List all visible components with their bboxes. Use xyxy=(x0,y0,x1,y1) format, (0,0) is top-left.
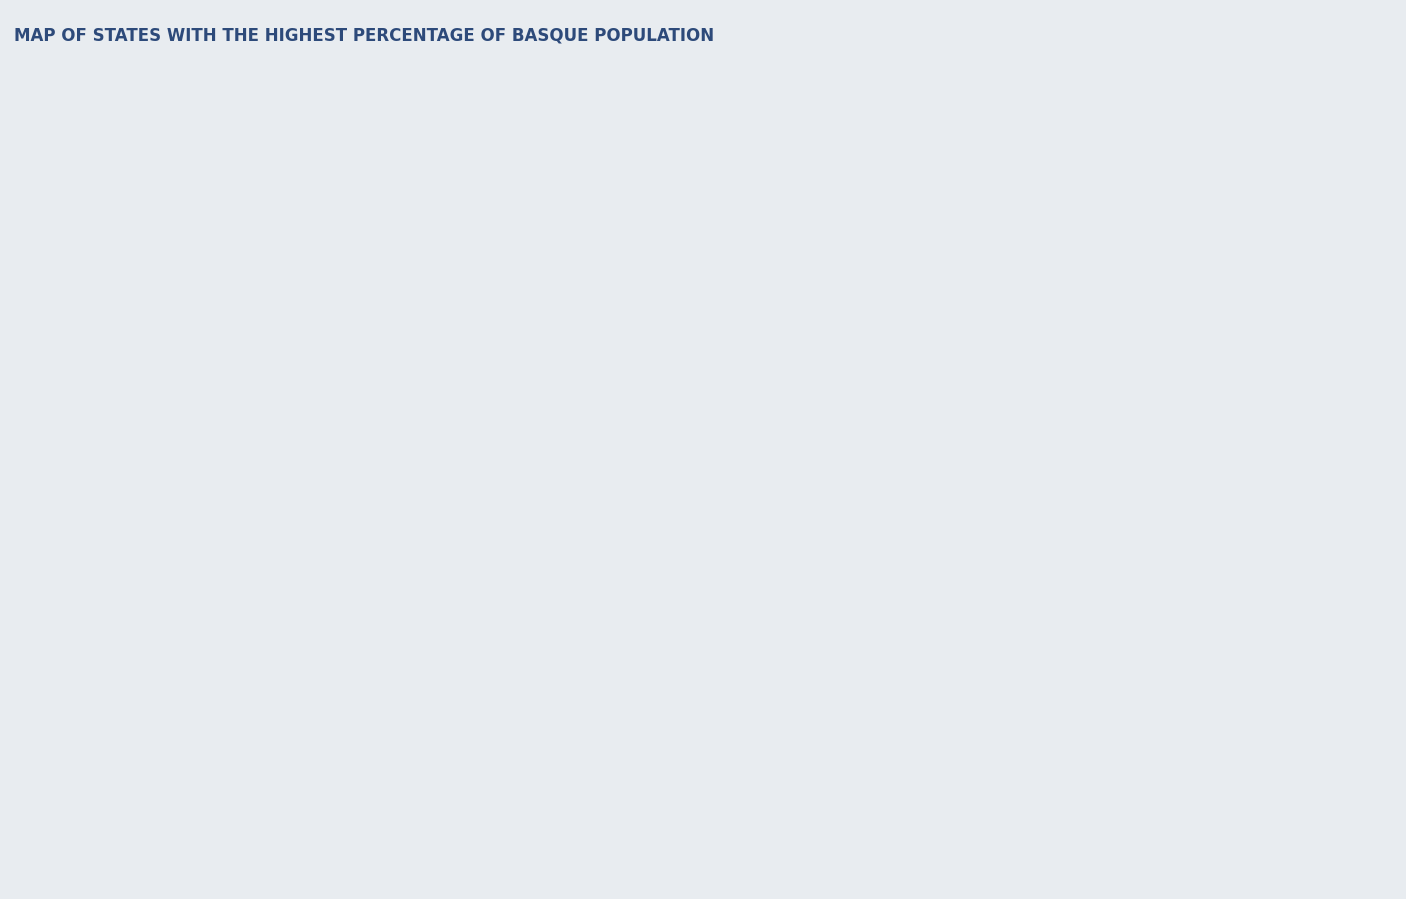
Text: MAP OF STATES WITH THE HIGHEST PERCENTAGE OF BASQUE POPULATION: MAP OF STATES WITH THE HIGHEST PERCENTAG… xyxy=(14,27,714,45)
